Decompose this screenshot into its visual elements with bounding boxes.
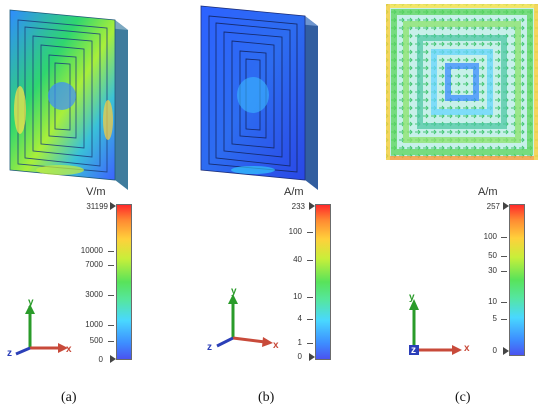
tick-mark [501,271,507,272]
tick-mark [307,260,313,261]
tick-label: 500 [89,336,103,345]
tick-label: 10 [488,297,497,306]
tick-label: 31199 [86,202,108,211]
tick-label: 257 [486,202,500,211]
tick-mark [108,251,114,252]
unit-label-a: V/m [86,186,106,198]
axis-x-label-a: x [66,344,72,355]
tick-label: 100 [483,232,497,241]
tick-label: 5 [492,314,497,323]
hotspots-a [14,82,113,175]
axis-x-label-c: x [464,343,470,354]
axis-y-label-b: y [231,286,237,297]
tick-label: 7000 [85,260,103,269]
min-marker-a [110,355,116,363]
colorbar-a [116,204,132,360]
field-plot-c [386,4,538,160]
tick-mark [108,341,114,342]
plate-side-a [115,20,128,190]
unit-label-c: A/m [478,186,498,198]
axis-triad-c [409,299,462,355]
vector-rings-c [391,9,533,155]
tick-label: 0 [492,346,497,355]
tick-label: 0 [98,355,103,364]
tick-mark [108,295,114,296]
panel-a: V/m 31199 10000 7000 3000 1000 500 0 y z… [0,0,183,409]
tick-mark [501,302,507,303]
caption-b: (b) [258,390,275,405]
axis-z-label-a: z [7,348,12,359]
tick-label: 233 [291,202,305,211]
tick-label: 0 [297,352,302,361]
tick-label: 100 [288,227,302,236]
tick-mark [307,297,313,298]
caption-c: (c) [455,390,471,405]
tick-label: 50 [488,251,497,260]
colorbar-c [509,204,525,356]
tick-label: 3000 [85,290,103,299]
min-marker-c [503,347,509,355]
tick-mark [501,319,507,320]
tick-mark [307,319,313,320]
max-marker-c [503,202,509,210]
axis-z-label-b: z [207,342,212,353]
axis-triad-b [216,294,273,348]
axis-triad-a [15,304,68,356]
max-marker-b [309,202,315,210]
hotspots-b [231,77,275,174]
axis-x-label-b: x [273,340,279,351]
plate-side-b [305,16,318,190]
axis-y-label-a: y [28,297,34,308]
axis-y-label-c: y [409,292,415,303]
panel-c: A/m 257 100 50 30 10 5 0 y z x (c) [366,0,550,409]
tick-mark [307,343,313,344]
tick-label: 40 [293,255,302,264]
tick-mark [307,232,313,233]
max-marker-a [110,202,116,210]
tick-label: 4 [297,314,302,323]
tick-label: 1 [297,338,302,347]
caption-a: (a) [61,390,77,405]
tick-mark [501,256,507,257]
min-marker-b [309,353,315,361]
vector-edges-c [386,4,538,160]
tick-mark [108,325,114,326]
tick-label: 10000 [80,246,103,255]
tick-label: 10 [293,292,302,301]
tick-label: 1000 [85,320,103,329]
tick-label: 30 [488,266,497,275]
field-plot-a [9,9,128,190]
axis-z-label-c: z [411,345,416,356]
panel-b: A/m 233 100 40 10 4 1 0 y z x (b) [183,0,366,409]
colorbar-b [315,204,331,360]
field-plot-b [200,5,318,190]
unit-label-b: A/m [284,186,304,198]
tick-mark [108,265,114,266]
tick-mark [501,237,507,238]
